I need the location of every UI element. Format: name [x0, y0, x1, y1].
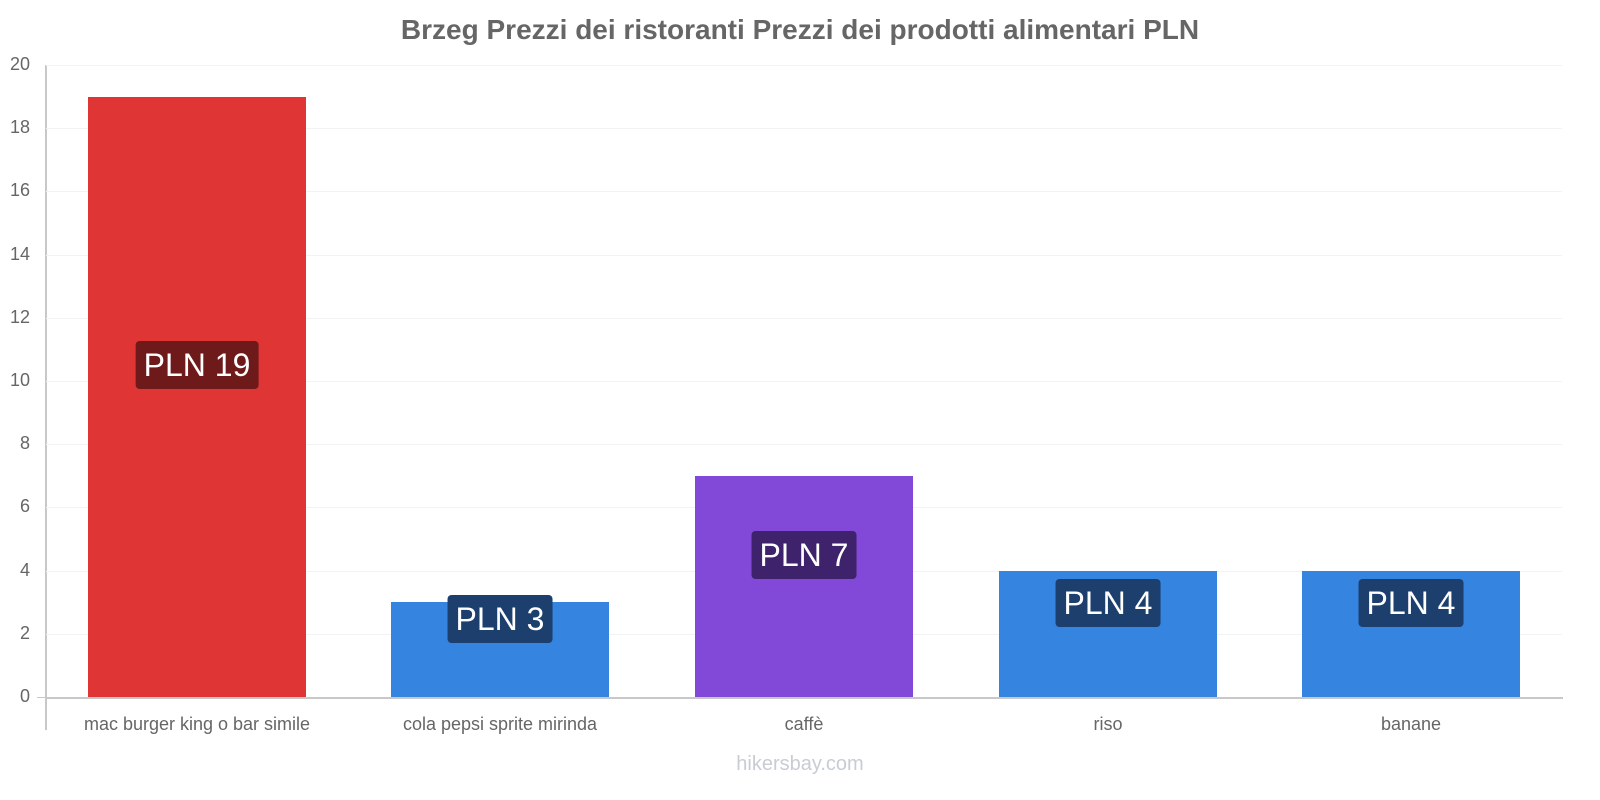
bar-caffe[interactable] — [695, 475, 913, 697]
y-tick-label: 16 — [9, 180, 30, 200]
y-tick-label: 10 — [9, 370, 30, 390]
y-tick-label: 18 — [9, 117, 30, 137]
x-category-label: mac burger king o bar simile — [83, 714, 311, 734]
data-label: PLN 7 — [751, 531, 857, 579]
data-label: PLN 3 — [447, 595, 553, 643]
gridline — [46, 318, 1562, 319]
y-tick-label: 0 — [19, 686, 30, 706]
watermark: hikersbay.com — [736, 753, 864, 775]
y-tick-label: 2 — [19, 623, 30, 643]
gridline — [46, 65, 1562, 66]
y-tick-label: 8 — [19, 433, 30, 453]
y-tick-label: 4 — [19, 560, 30, 580]
x-category-label: cola pepsi sprite mirinda — [402, 714, 598, 734]
gridline — [46, 381, 1562, 382]
y-axis-line — [45, 65, 47, 730]
gridline — [46, 128, 1562, 129]
x-category-label: caffè — [784, 714, 824, 734]
y-tick-mark — [37, 697, 45, 698]
x-category-label: riso — [1093, 714, 1123, 734]
y-tick-label: 14 — [9, 244, 30, 264]
chart-title: Brzeg Prezzi dei ristoranti Prezzi dei p… — [400, 14, 1200, 45]
data-label: PLN 19 — [135, 341, 259, 389]
x-axis-line — [45, 697, 1563, 699]
data-label: PLN 4 — [1055, 579, 1161, 627]
gridline — [46, 191, 1562, 192]
data-label: PLN 4 — [1358, 579, 1464, 627]
y-tick-label: 20 — [9, 54, 30, 74]
gridline — [46, 444, 1562, 445]
y-tick-label: 6 — [19, 496, 30, 516]
y-tick-label: 12 — [9, 307, 30, 327]
gridline — [46, 255, 1562, 256]
bar-mac-burger[interactable] — [88, 96, 306, 697]
x-category-label: banane — [1380, 714, 1442, 734]
